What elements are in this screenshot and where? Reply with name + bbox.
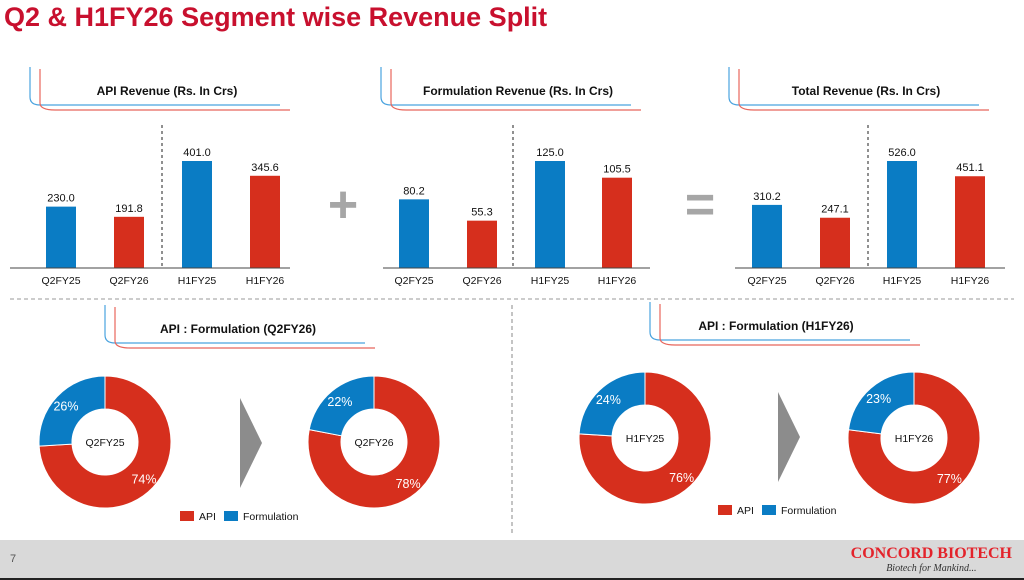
chart-title: API Revenue (Rs. In Crs) [97, 84, 238, 98]
tick-label: Q2FY26 [462, 275, 501, 287]
bar-Q2FY26 [114, 216, 144, 268]
header-line-red [738, 69, 989, 111]
data-label: 310.2 [753, 191, 781, 203]
legend-label: API [737, 505, 754, 517]
data-label: 191.8 [115, 203, 143, 215]
slice-formulation [38, 375, 106, 447]
slice-formulation [578, 371, 646, 437]
bar-H1FY26 [250, 175, 280, 268]
chart-title: Total Revenue (Rs. In Crs) [792, 84, 940, 98]
slice-api [38, 375, 172, 509]
legend-label: Formulation [243, 511, 299, 523]
arrow-right-icon [778, 392, 800, 482]
tick-label: H1FY25 [178, 275, 217, 287]
chart-title: Formulation Revenue (Rs. In Crs) [423, 84, 613, 98]
page-number: 7 [10, 553, 17, 565]
legend-label: Formulation [781, 505, 837, 517]
tick-label: H1FY25 [883, 275, 922, 287]
slice-formulation [308, 375, 375, 437]
data-label: 55.3 [471, 207, 492, 219]
donut-center-label: Q2FY25 [85, 437, 124, 449]
slice-label: 77% [937, 472, 962, 486]
slice-label: 76% [669, 471, 694, 485]
legend-swatch-formulation [224, 511, 238, 521]
bar-H1FY25 [535, 161, 565, 268]
data-label: 105.5 [603, 164, 631, 176]
data-label: 125.0 [536, 147, 564, 159]
legend-swatch-formulation [762, 505, 776, 515]
bar-H1FY25 [182, 161, 212, 268]
bar-H1FY26 [602, 177, 632, 268]
header-line-red [390, 69, 641, 111]
data-label: 526.0 [888, 147, 916, 159]
chart-title: API : Formulation (Q2FY26) [160, 322, 316, 336]
data-label: 80.2 [403, 185, 424, 197]
arrow-right-icon [240, 398, 262, 488]
brand-name: CONCORD BIOTECH [850, 545, 1012, 562]
plus-icon: + [328, 176, 358, 234]
slice-api [578, 371, 712, 505]
data-label: 247.1 [821, 204, 849, 216]
donut-center-label: H1FY26 [895, 433, 934, 445]
slice-formulation [847, 371, 915, 435]
slice-api [847, 371, 981, 505]
donut-center-label: H1FY25 [626, 433, 665, 445]
donut-center-label: Q2FY26 [354, 437, 393, 449]
bar-Q2FY26 [467, 220, 497, 268]
legend-label: API [199, 511, 216, 523]
tick-label: Q2FY25 [41, 275, 80, 287]
slice-api [307, 375, 441, 509]
legend-swatch-api [180, 511, 194, 521]
tick-label: H1FY26 [951, 275, 990, 287]
slide-title: Q2 & H1FY26 Segment wise Revenue Split [4, 2, 548, 32]
bar-Q2FY25 [399, 199, 429, 268]
header-line-red [659, 304, 920, 346]
charts-canvas: API Revenue (Rs. In Crs) 230.0 Q2FY25 191.8… [10, 67, 1014, 535]
slice-label: 74% [131, 473, 156, 487]
tick-label: H1FY25 [531, 275, 570, 287]
bar-H1FY26 [955, 176, 985, 268]
header-line-red [39, 69, 290, 111]
slice-label: 78% [396, 477, 421, 491]
tick-label: Q2FY26 [109, 275, 148, 287]
slice-label: 22% [327, 395, 352, 409]
bar-Q2FY25 [46, 206, 76, 268]
tick-label: Q2FY26 [815, 275, 854, 287]
slice-label: 23% [866, 392, 891, 406]
brand-tagline: Biotech for Mankind... [886, 563, 977, 574]
tick-label: H1FY26 [598, 275, 637, 287]
slice-label: 26% [53, 399, 78, 413]
bar-H1FY25 [887, 161, 917, 268]
data-label: 230.0 [47, 193, 75, 205]
data-label: 451.1 [956, 162, 984, 174]
data-label: 401.0 [183, 147, 211, 159]
tick-label: Q2FY25 [394, 275, 433, 287]
bar-Q2FY25 [752, 204, 782, 268]
header-line-red [114, 307, 375, 349]
tick-label: H1FY26 [246, 275, 285, 287]
legend-swatch-api [718, 505, 732, 515]
chart-title: API : Formulation (H1FY26) [698, 319, 853, 333]
brand-logo: CONCORD BIOTECH Biotech for Mankind... [851, 545, 1012, 574]
bar-Q2FY26 [820, 217, 850, 268]
tick-label: Q2FY25 [747, 275, 786, 287]
equals-icon: = [685, 176, 715, 234]
slice-label: 24% [596, 393, 621, 407]
footer: 7 CONCORD BIOTECH Biotech for Mankind... [0, 540, 1024, 580]
data-label: 345.6 [251, 162, 279, 174]
